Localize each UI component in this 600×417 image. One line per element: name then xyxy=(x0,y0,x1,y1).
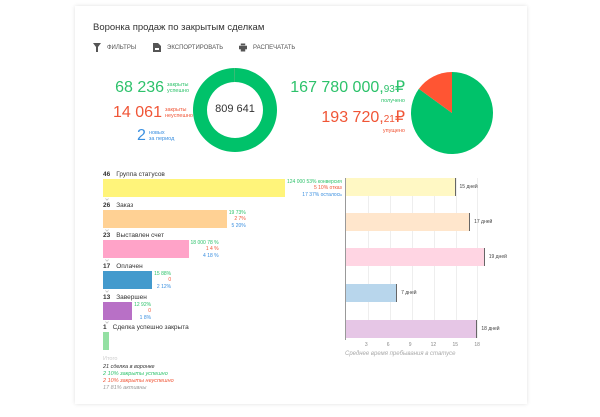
funnel-stats: 12 92% 0 1 8% xyxy=(134,301,152,321)
x-tick: 6 xyxy=(386,342,390,348)
time-bar[interactable] xyxy=(346,320,478,338)
summary-won: 2 10% закрыты успешно xyxy=(103,371,168,377)
new-label: новых за период xyxy=(148,129,175,143)
funnel-bar[interactable] xyxy=(103,271,153,289)
funnel-bar[interactable] xyxy=(103,240,189,258)
time-bar[interactable] xyxy=(346,248,485,266)
chevron-down-icon xyxy=(105,320,109,324)
funnel-stats: 15 88% 0 2 12% xyxy=(154,270,172,290)
time-bar[interactable] xyxy=(346,213,471,231)
won-kpi: 68 236 закрыты успешно xyxy=(115,79,189,97)
filters-button[interactable]: ФИЛЬТРЫ xyxy=(93,43,136,52)
won-count: 68 236 xyxy=(115,79,165,96)
time-bar-label: 7 дней xyxy=(401,290,417,296)
y-axis xyxy=(345,178,346,340)
lost-count: 14 061 xyxy=(113,104,162,121)
x-tick: 15 xyxy=(452,342,459,348)
money-pie-chart xyxy=(411,72,493,154)
funnel-stage-label: 1 Сделка успешно закрыта xyxy=(103,324,189,331)
summary-active: 17 81% активны xyxy=(103,385,147,391)
export-button[interactable]: ЭКСПОРТИРОВАТЬ xyxy=(153,43,223,52)
time-bar-label: 19 дней xyxy=(488,254,507,260)
lost-kpi: 14 061 закрыты неуспешно xyxy=(113,104,193,122)
funnel-stage-label: 13 Завершен xyxy=(103,294,147,301)
chevron-down-icon xyxy=(105,258,109,262)
summary-lost: 2 10% закрыты неуспешно xyxy=(103,378,174,384)
chevron-down-icon xyxy=(105,197,109,201)
funnel-stage-label: 17 Оплачен xyxy=(103,263,143,270)
summary-head: Итого xyxy=(103,356,118,362)
chevron-down-icon xyxy=(105,228,109,232)
funnel-bar[interactable] xyxy=(103,302,133,320)
x-tick: 9 xyxy=(408,342,412,348)
file-icon xyxy=(153,43,161,52)
funnel-bar[interactable] xyxy=(103,179,285,197)
lost-label: закрыты неуспешно xyxy=(164,106,193,120)
x-tick: 12 xyxy=(430,342,437,348)
slice-lost xyxy=(418,72,452,113)
total-deals: 809 641 xyxy=(215,103,255,115)
time-bar-label: 18 дней xyxy=(481,326,500,332)
funnel-stats: 18 000 78 % 1 4 % 4 18 % xyxy=(190,239,219,259)
lost-amount-label: упущено xyxy=(382,128,405,134)
funnel-bar[interactable] xyxy=(103,332,109,350)
won-label: закрыты успешно xyxy=(167,81,189,95)
deals-donut-chart xyxy=(193,68,277,152)
page-title: Воронка продаж по закрытым сделкам xyxy=(93,22,265,33)
funnel-stage-label: 26 Заказ xyxy=(103,202,134,209)
received-amount: 167 780 000,93₽ xyxy=(290,79,405,96)
funnel-stats: 19 73% 2 7% 5 20% xyxy=(228,209,246,229)
funnel-stage-label: 46 Группа статусов xyxy=(103,171,165,178)
x-tick: 3 xyxy=(364,342,368,348)
received-label: получено xyxy=(381,98,405,104)
time-bar-label: 15 дней xyxy=(459,184,478,190)
x-tick: 18 xyxy=(474,342,480,348)
lost-amount: 193 720,21₽ xyxy=(321,109,405,126)
time-bar-label: 17 дней xyxy=(474,219,493,225)
printer-icon xyxy=(239,43,247,52)
funnel-bar[interactable] xyxy=(103,210,227,228)
new-count: 2 xyxy=(137,127,146,144)
slice-won xyxy=(193,68,277,152)
time-bar[interactable] xyxy=(346,178,456,196)
chevron-down-icon xyxy=(105,289,109,293)
funnel-card: Воронка продаж по закрытым сделкам ФИЛЬТ… xyxy=(75,6,527,404)
funnel-stats: 124 000 53% конверсия 5 10% отказ 17 37% о… xyxy=(287,178,342,198)
filter-icon xyxy=(93,43,101,52)
print-button[interactable]: РАСПЕЧАТАТЬ xyxy=(239,43,295,52)
x-axis-title: Среднее время пребывания в статусе xyxy=(345,351,456,357)
new-kpi: 2 новых за период xyxy=(137,127,174,145)
summary-total: 21 сделка в воронке xyxy=(103,364,155,370)
funnel-stage-label: 23 Выставлен счет xyxy=(103,232,165,239)
time-bar[interactable] xyxy=(346,284,398,302)
